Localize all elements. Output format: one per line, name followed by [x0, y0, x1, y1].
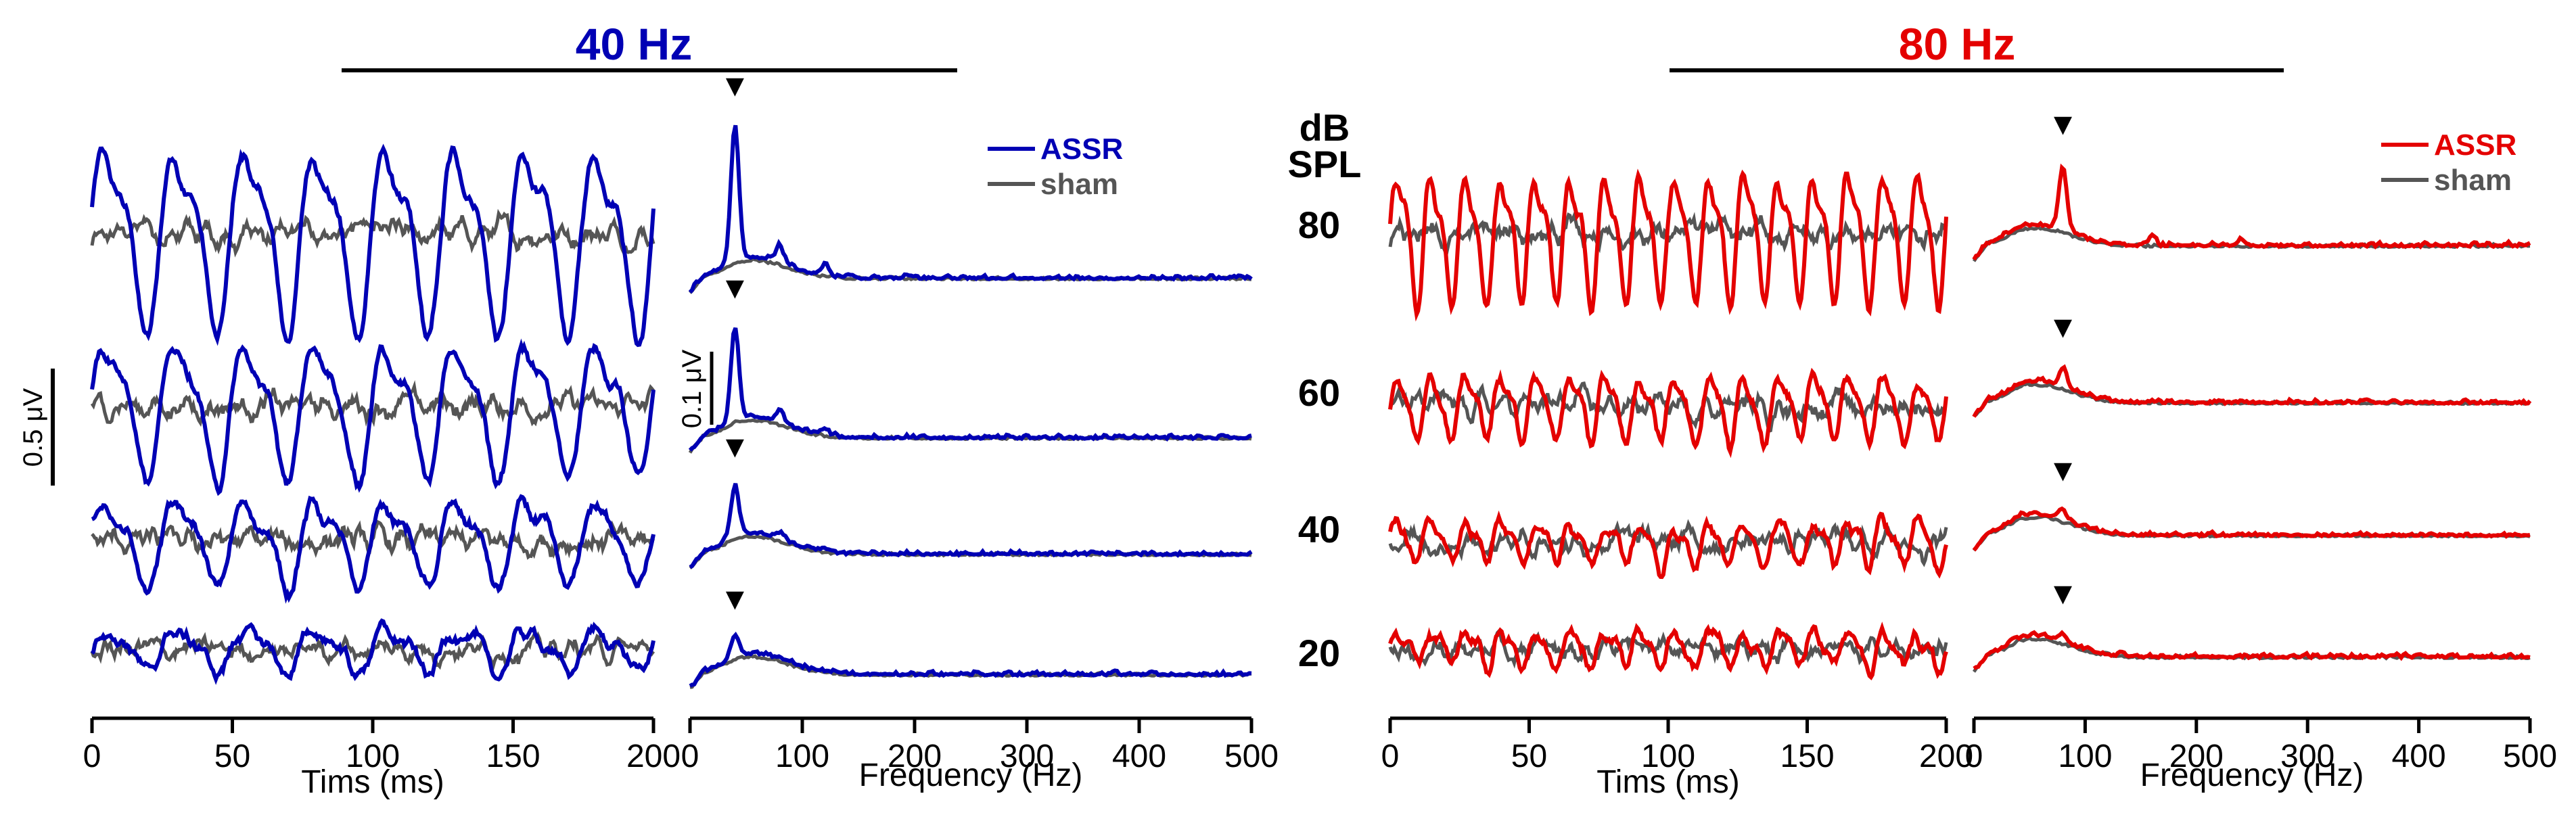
time-axis-title-80hz: Tims (ms): [1596, 764, 1739, 800]
assr-spectrum-hz40-80: [688, 124, 1253, 294]
assr-wave-hz80-60: [1388, 367, 1948, 459]
panel-title-40hz: 40 Hz: [576, 19, 692, 69]
legend-sham-label-40hz: sham: [1040, 168, 1118, 201]
assr-spectrum-hz80-80: [1972, 163, 2531, 261]
level-label-40: 40: [1298, 508, 1340, 551]
time-axis-ticks-40hz: 0 50 100 150 200: [83, 718, 681, 774]
sham-wave-hz40-60: [90, 379, 655, 427]
tick-label: 50: [214, 739, 250, 774]
sham-spectrum-hz40-20: [689, 653, 1252, 689]
tick-label: 100: [2058, 739, 2112, 774]
tick-label: 0: [1381, 739, 1400, 774]
tick-label: 100: [775, 739, 829, 774]
tick-label: 500: [1224, 739, 1279, 774]
assr-spectrum-hz40-20: [689, 632, 1252, 688]
time-axis-40hz: 0 50 100 150 200 Tims (ms): [83, 716, 681, 800]
freq-axis-title-40hz: Frequency (Hz): [859, 757, 1083, 793]
level-label-80: 80: [1298, 204, 1340, 246]
peak-marker-hz40-60: ▼: [720, 270, 751, 305]
legend-40hz: ASSR sham: [988, 133, 1123, 201]
assr-wave-hz40-60: [90, 338, 656, 496]
tick-label: 100: [1641, 739, 1695, 774]
tick-label: 400: [1112, 739, 1166, 774]
tick-label: 150: [486, 739, 540, 774]
assr-spectrum-hz80-40: [1972, 506, 2531, 552]
legend-80hz: ASSR sham: [2381, 128, 2516, 197]
tick-label: 500: [2503, 739, 2557, 774]
legend-assr-label-80hz: ASSR: [2434, 128, 2516, 162]
freq-axis-80hz: 0 100 200 300 400 500 Frequency (Hz): [1965, 716, 2557, 793]
assr-wave-hz80-20: [1388, 622, 1948, 680]
tick-label: 200: [1919, 739, 1973, 774]
assr-spectrum-hz40-60: [688, 327, 1252, 452]
assr-wave-hz40-40: [91, 494, 656, 604]
scale-bar-spectrum: 0.1 μV: [677, 349, 714, 428]
time-axis-ticks-80hz: 0 50 100 150 200: [1381, 718, 1973, 774]
freq-axis-ticks-40hz: 0 100 200 300 400 500: [681, 718, 1279, 774]
assr-wave-hz80-40: [1388, 510, 1948, 580]
level-label-60: 60: [1298, 371, 1340, 414]
tick-label: 0: [1965, 739, 1983, 774]
peak-marker-hz80-60: ▼: [2048, 309, 2079, 344]
assr-spectrum-hz40-40: [689, 483, 1253, 569]
peak-marker-hz40-40: ▼: [720, 429, 751, 464]
levels-header-spl: SPL: [1288, 143, 1362, 185]
assr-spectrum-hz80-20: [1973, 630, 2531, 671]
assr-wave-hz40-80: [90, 143, 656, 348]
scale-bar-spectrum-label: 0.1 μV: [677, 349, 707, 428]
peak-marker-hz80-40: ▼: [2048, 452, 2079, 488]
peak-marker-hz80-20: ▼: [2048, 576, 2079, 611]
time-axis-80hz: 0 50 100 150 200 Tims (ms): [1381, 716, 1973, 800]
panel-title-80hz: 80 Hz: [1899, 19, 2015, 69]
tick-label: 0: [83, 739, 101, 774]
assr-spectrum-hz80-60: [1972, 364, 2532, 418]
freq-axis-40hz: 0 100 200 300 400 500 Frequency (Hz): [681, 716, 1279, 793]
peak-marker-hz40-80: ▼: [720, 68, 751, 103]
assr-wave-hz40-20: [90, 618, 656, 685]
tick-label: 100: [346, 739, 400, 774]
level-label-20: 20: [1298, 632, 1340, 674]
trace-layer: ▼ ▼ ▼ ▼ ▼ ▼ ▼ ▼: [90, 68, 2532, 689]
freq-axis-ticks-80hz: 0 100 200 300 400 500: [1965, 718, 2557, 774]
tick-label: 300: [1000, 739, 1054, 774]
scale-bar-waveform: 0.5 μV: [18, 369, 55, 486]
peak-marker-hz80-80: ▼: [2048, 106, 2079, 141]
freq-axis-title-80hz: Frequency (Hz): [2140, 757, 2364, 793]
assr-wave-hz80-80: [1388, 168, 1948, 322]
tick-label: 0: [681, 739, 699, 774]
tick-label: 400: [2392, 739, 2446, 774]
levels-header-db: dB: [1300, 106, 1350, 149]
tick-label: 200: [2169, 739, 2224, 774]
legend-assr-label-40hz: ASSR: [1040, 133, 1123, 166]
peak-marker-hz40-20: ▼: [720, 581, 751, 616]
tick-label: 300: [2280, 739, 2334, 774]
scale-bar-waveform-label: 0.5 μV: [18, 388, 48, 467]
tick-label: 150: [1780, 739, 1834, 774]
legend-sham-label-80hz: sham: [2434, 164, 2512, 197]
tick-label: 50: [1511, 739, 1547, 774]
tick-label: 200: [626, 739, 681, 774]
time-axis-title-40hz: Tims (ms): [301, 764, 444, 800]
sham-spectrum-hz80-60: [1973, 381, 2531, 418]
tick-label: 200: [888, 739, 942, 774]
